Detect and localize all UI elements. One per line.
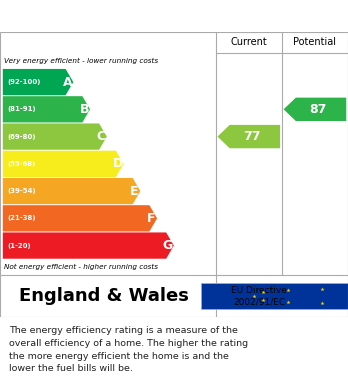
Text: (1-20): (1-20): [7, 242, 31, 249]
Polygon shape: [3, 178, 140, 204]
Text: (39-54): (39-54): [7, 188, 35, 194]
Text: G: G: [163, 239, 173, 252]
Text: Not energy efficient - higher running costs: Not energy efficient - higher running co…: [4, 264, 158, 270]
Text: C: C: [96, 130, 105, 143]
Text: 87: 87: [310, 103, 327, 116]
Text: (92-100): (92-100): [7, 79, 40, 85]
Text: (21-38): (21-38): [7, 215, 35, 221]
Text: The energy efficiency rating is a measure of the
overall efficiency of a home. T: The energy efficiency rating is a measur…: [9, 326, 248, 373]
Polygon shape: [3, 232, 174, 259]
Text: D: D: [112, 157, 123, 170]
Polygon shape: [3, 124, 107, 150]
Text: E: E: [130, 185, 139, 197]
Text: Potential: Potential: [293, 37, 337, 47]
Text: EU Directive
2002/91/EC: EU Directive 2002/91/EC: [231, 285, 287, 307]
Text: Energy Efficiency Rating: Energy Efficiency Rating: [9, 9, 230, 24]
Text: Current: Current: [230, 37, 267, 47]
Polygon shape: [3, 205, 157, 231]
Text: England & Wales: England & Wales: [19, 287, 189, 305]
Text: (69-80): (69-80): [7, 134, 35, 140]
Polygon shape: [284, 98, 346, 121]
Polygon shape: [218, 125, 280, 148]
Polygon shape: [3, 69, 73, 95]
FancyBboxPatch shape: [201, 283, 348, 308]
Polygon shape: [3, 96, 90, 122]
Text: B: B: [79, 103, 89, 116]
Text: F: F: [147, 212, 156, 225]
Text: (81-91): (81-91): [7, 106, 35, 112]
Text: A: A: [63, 75, 72, 89]
Text: 77: 77: [244, 130, 261, 143]
Text: (55-68): (55-68): [7, 161, 35, 167]
Polygon shape: [3, 151, 124, 177]
Text: Very energy efficient - lower running costs: Very energy efficient - lower running co…: [4, 57, 158, 64]
